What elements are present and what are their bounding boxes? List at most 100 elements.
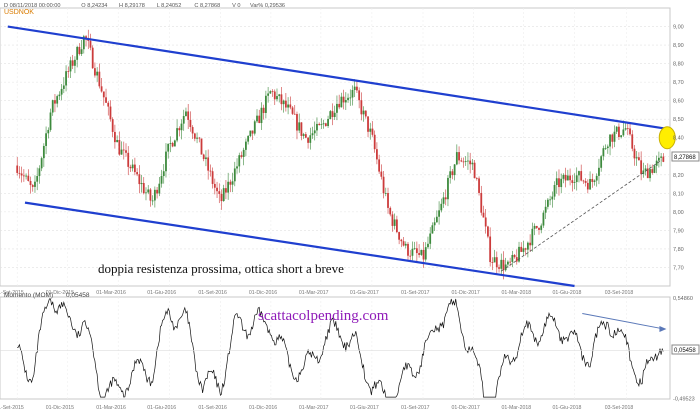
candle-body [502, 259, 505, 271]
candle-body [58, 94, 61, 97]
chart-annotation: doppia resistenza prossima, ottica short… [98, 261, 344, 276]
x-tick-label: 01-Set-2015 [0, 405, 24, 411]
candle-body [67, 71, 70, 72]
candle-body [418, 253, 420, 255]
candle-body [433, 222, 436, 226]
candle-body [302, 134, 305, 136]
candle-body [209, 170, 212, 172]
header-symbol: USDNOK [4, 9, 34, 16]
candle-body [524, 248, 527, 250]
candle-body [253, 121, 256, 134]
y-tick-label: 8,90 [673, 43, 684, 49]
candle-body [62, 85, 65, 89]
candle-body [240, 155, 243, 157]
candle-body [304, 134, 307, 138]
candle-body [238, 155, 241, 167]
candle-body [364, 110, 367, 117]
candle-body [229, 181, 232, 185]
candle-body [313, 130, 316, 134]
candle-body [578, 171, 580, 176]
candles [16, 29, 665, 280]
x-tick-label: 01-Dic-2016 [249, 290, 277, 296]
candle-body [273, 91, 276, 100]
candle-body [298, 122, 301, 131]
candle-body [569, 175, 571, 181]
candle-body [633, 148, 636, 159]
candle-body [25, 175, 27, 177]
x-tick-label: 01-Set-2017 [401, 405, 430, 411]
momentum-series [0, 298, 670, 398]
candle-body [54, 100, 56, 104]
candle-body [180, 123, 183, 131]
x-tick-label: 01-Set-2017 [401, 290, 430, 296]
candle-body [467, 160, 469, 162]
candle-body [289, 104, 292, 108]
candle-body [216, 187, 218, 192]
candle-body [340, 96, 343, 108]
candle-body [293, 113, 296, 115]
x-tick-label: 01-Mar-2016 [96, 290, 126, 296]
y-tick-label: 8,80 [673, 62, 684, 68]
candle-body [509, 261, 512, 263]
candle-body [555, 178, 558, 186]
candle-body [458, 152, 460, 161]
header-fields: D 08/11/2018 00:00:00 O 8,24234 H 8,29178 L… [4, 3, 285, 9]
candle-body [427, 243, 429, 248]
candle-body [324, 123, 327, 127]
candle-body [538, 227, 540, 230]
candle-body [249, 130, 252, 137]
candle-body [36, 176, 39, 182]
candle-body [444, 197, 447, 200]
candle-body [133, 164, 136, 173]
candle-body [116, 139, 119, 143]
candle-body [320, 124, 323, 126]
x-tick-label: 01-Giu-2016 [147, 290, 176, 296]
candle-body [378, 159, 381, 172]
candle-body [18, 172, 21, 174]
candle-body [338, 103, 341, 108]
candle-body [482, 212, 485, 218]
candle-body [171, 143, 174, 147]
momentum-title: Momento (MOM) [4, 292, 53, 299]
candle-body [91, 47, 94, 69]
candle-body [262, 107, 265, 113]
candle-body [202, 154, 205, 160]
candle-body [351, 89, 354, 98]
candle-body [331, 111, 334, 118]
candle-body [200, 138, 203, 155]
y-tick-label: 8,10 [673, 191, 684, 197]
candle-body [178, 128, 181, 131]
candle-body [40, 158, 43, 169]
candle-body [642, 170, 645, 175]
x-tick-label: 01-Dic-2015 [46, 290, 74, 296]
candle-body [409, 255, 412, 257]
candle-body [322, 123, 325, 125]
candle-body [644, 168, 647, 171]
candle-body [511, 254, 514, 262]
x-tick-label: 01-Set-2016 [198, 405, 227, 411]
candle-body [520, 246, 523, 252]
header-field: V 0 [232, 3, 240, 9]
candle-body [442, 197, 445, 204]
candle-body [118, 139, 121, 155]
candle-body [533, 225, 536, 229]
candle-body [507, 261, 509, 265]
candle-body [20, 173, 23, 176]
candle-body [447, 177, 449, 200]
candle-body [638, 157, 640, 161]
x-tick-label: 03-Set-2018 [605, 290, 634, 296]
candle-body [300, 122, 303, 136]
candle-body [153, 189, 156, 201]
trendline-support-dashed [501, 159, 662, 272]
candle-body [145, 192, 147, 194]
candle-body [564, 174, 567, 181]
candle-body [649, 169, 651, 179]
candle-body [149, 189, 152, 201]
mom-tick-label: -0,49523 [673, 397, 695, 403]
candle-body [287, 104, 289, 108]
last-value-label: 8,27868 [674, 155, 696, 161]
candle-body [98, 71, 101, 87]
candle-body [109, 106, 112, 120]
candle-body [329, 111, 332, 119]
